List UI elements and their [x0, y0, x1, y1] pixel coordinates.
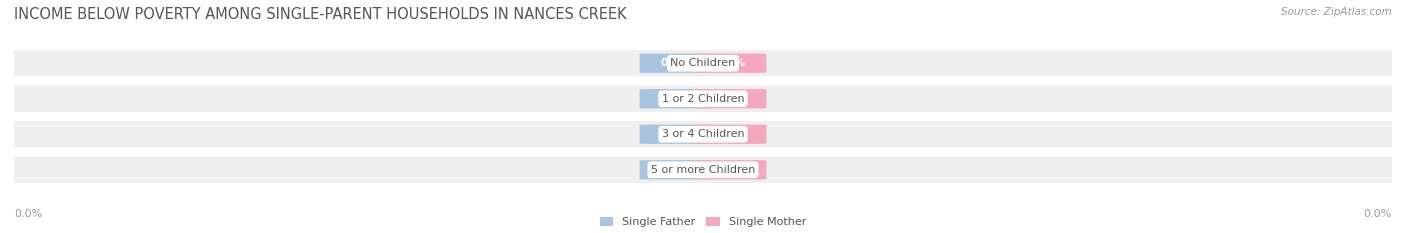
- Text: 0.0%: 0.0%: [716, 165, 745, 175]
- Text: 0.0%: 0.0%: [716, 94, 745, 104]
- FancyBboxPatch shape: [695, 54, 766, 73]
- Text: 0.0%: 0.0%: [1364, 209, 1392, 219]
- Text: INCOME BELOW POVERTY AMONG SINGLE-PARENT HOUSEHOLDS IN NANCES CREEK: INCOME BELOW POVERTY AMONG SINGLE-PARENT…: [14, 7, 627, 22]
- FancyBboxPatch shape: [640, 160, 711, 179]
- FancyBboxPatch shape: [7, 50, 1399, 76]
- Legend: Single Father, Single Mother: Single Father, Single Mother: [600, 217, 806, 227]
- FancyBboxPatch shape: [7, 157, 1399, 183]
- FancyBboxPatch shape: [695, 125, 766, 144]
- FancyBboxPatch shape: [7, 86, 1399, 112]
- Text: No Children: No Children: [671, 58, 735, 68]
- Text: 0.0%: 0.0%: [14, 209, 42, 219]
- Text: 5 or more Children: 5 or more Children: [651, 165, 755, 175]
- Text: 0.0%: 0.0%: [661, 129, 690, 139]
- Text: 0.0%: 0.0%: [716, 58, 745, 68]
- FancyBboxPatch shape: [640, 54, 711, 73]
- FancyBboxPatch shape: [695, 89, 766, 108]
- Text: Source: ZipAtlas.com: Source: ZipAtlas.com: [1281, 7, 1392, 17]
- Text: 0.0%: 0.0%: [716, 129, 745, 139]
- Text: 0.0%: 0.0%: [661, 165, 690, 175]
- FancyBboxPatch shape: [7, 121, 1399, 147]
- Text: 3 or 4 Children: 3 or 4 Children: [662, 129, 744, 139]
- FancyBboxPatch shape: [640, 89, 711, 108]
- Text: 1 or 2 Children: 1 or 2 Children: [662, 94, 744, 104]
- FancyBboxPatch shape: [640, 125, 711, 144]
- FancyBboxPatch shape: [695, 160, 766, 179]
- Text: 0.0%: 0.0%: [661, 58, 690, 68]
- Text: 0.0%: 0.0%: [661, 94, 690, 104]
